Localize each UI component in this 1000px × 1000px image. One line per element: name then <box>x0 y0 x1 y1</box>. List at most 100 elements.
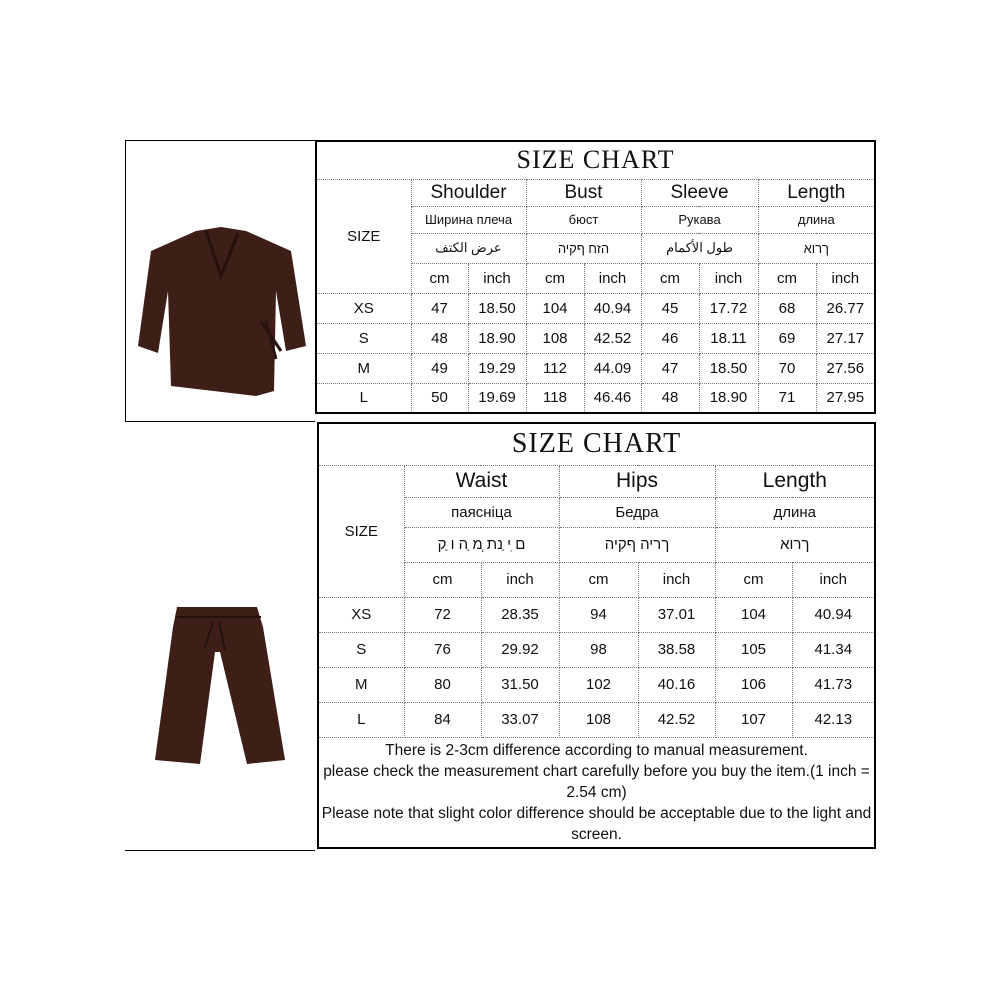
unit-header: cm <box>410 262 469 294</box>
value-cell: 18.90 <box>698 382 759 414</box>
col-header-en: Waist <box>403 464 560 498</box>
wide-leg-pants-illustration <box>155 607 285 764</box>
top-size-chart: SIZE CHART SIZE Shoulder Bust Sleeve Len… <box>315 140 877 414</box>
value-cell: 44.09 <box>583 352 642 384</box>
value-cell: 48 <box>410 322 469 354</box>
value-cell: 18.90 <box>467 322 527 354</box>
value-cell: 41.73 <box>791 666 876 703</box>
col-header-en: Sleeve <box>640 178 759 207</box>
value-cell: 40.94 <box>791 596 876 633</box>
size-header: SIZE <box>315 178 412 294</box>
value-cell: 102 <box>558 666 639 703</box>
value-cell: 46.46 <box>583 382 642 414</box>
note-line: There is 2-3cm difference according to m… <box>385 741 808 759</box>
col-header-ru: длина <box>714 496 876 528</box>
size-cell: XS <box>315 292 412 324</box>
size-cell: M <box>317 666 405 703</box>
value-cell: 29.92 <box>480 631 560 668</box>
value-cell: 33.07 <box>480 701 560 738</box>
unit-header: inch <box>467 262 527 294</box>
value-cell: 49 <box>410 352 469 384</box>
value-cell: 72 <box>403 596 482 633</box>
wrap-blouse-illustration <box>138 227 306 396</box>
col-header-en: Hips <box>558 464 716 498</box>
value-cell: 18.50 <box>698 352 759 384</box>
col-header-en: Length <box>757 178 876 207</box>
value-cell: 27.17 <box>815 322 876 354</box>
unit-header: cm <box>757 262 817 294</box>
value-cell: 80 <box>403 666 482 703</box>
value-cell: 104 <box>525 292 585 324</box>
value-cell: 28.35 <box>480 596 560 633</box>
value-cell: 108 <box>558 701 639 738</box>
unit-header: cm <box>525 262 585 294</box>
value-cell: 105 <box>714 631 793 668</box>
unit-header: cm <box>714 561 793 598</box>
unit-header: cm <box>403 561 482 598</box>
unit-header: cm <box>640 262 700 294</box>
col-header-alt: ם ִי ַנת ְמ ַה ו ַק <box>403 526 560 563</box>
value-cell: 71 <box>757 382 817 414</box>
bottom-size-chart: SIZE CHART SIZE Waist Hips Length паясні… <box>317 422 877 849</box>
value-cell: 38.58 <box>637 631 716 668</box>
unit-header: inch <box>815 262 876 294</box>
value-cell: 104 <box>714 596 793 633</box>
col-header-ru: бюст <box>525 205 642 234</box>
value-cell: 27.95 <box>815 382 876 414</box>
note-line: Please note that slight color difference… <box>321 804 872 843</box>
value-cell: 37.01 <box>637 596 716 633</box>
col-header-ru: Рукава <box>640 205 759 234</box>
size-cell: S <box>317 631 405 668</box>
col-header-ru: Бедра <box>558 496 716 528</box>
unit-header: inch <box>698 262 759 294</box>
col-header-alt: ךריה ףקיה <box>558 526 716 563</box>
size-cell: M <box>315 352 412 384</box>
size-cell: S <box>315 322 412 354</box>
col-header-ru: паясніца <box>403 496 560 528</box>
value-cell: 40.16 <box>637 666 716 703</box>
col-header-en: Length <box>714 464 876 498</box>
unit-header: inch <box>637 561 716 598</box>
value-cell: 107 <box>714 701 793 738</box>
value-cell: 40.94 <box>583 292 642 324</box>
value-cell: 47 <box>640 352 700 384</box>
col-header-en: Bust <box>525 178 642 207</box>
value-cell: 18.50 <box>467 292 527 324</box>
col-header-ru: Ширина плеча <box>410 205 527 234</box>
value-cell: 70 <box>757 352 817 384</box>
chart-title: SIZE CHART <box>316 141 876 180</box>
value-cell: 17.72 <box>698 292 759 324</box>
table-row: L 84 33.07 108 42.52 107 42.13 <box>317 701 876 738</box>
col-header-en: Shoulder <box>410 178 527 207</box>
value-cell: 27.56 <box>815 352 876 384</box>
size-cell: L <box>315 382 412 414</box>
value-cell: 19.69 <box>467 382 527 414</box>
table-row: XS 47 18.50 104 40.94 45 17.72 68 26.77 <box>315 292 876 324</box>
value-cell: 68 <box>757 292 817 324</box>
value-cell: 50 <box>410 382 469 414</box>
value-cell: 48 <box>640 382 700 414</box>
measurement-notes: There is 2-3cm difference according to m… <box>317 736 876 848</box>
col-header-alt: הזח ףקיה <box>525 232 642 264</box>
value-cell: 42.13 <box>791 701 876 738</box>
size-cell: L <box>317 701 405 738</box>
col-header-alt: ךרוא <box>757 232 876 264</box>
table-row: M 80 31.50 102 40.16 106 41.73 <box>317 666 876 703</box>
value-cell: 108 <box>525 322 585 354</box>
value-cell: 18.11 <box>698 322 759 354</box>
value-cell: 46 <box>640 322 700 354</box>
table-row: S 76 29.92 98 38.58 105 41.34 <box>317 631 876 668</box>
unit-header: inch <box>583 262 642 294</box>
unit-header: inch <box>791 561 876 598</box>
value-cell: 42.52 <box>637 701 716 738</box>
size-cell: XS <box>317 596 405 633</box>
table-row: S 48 18.90 108 42.52 46 18.11 69 27.17 <box>315 322 876 354</box>
value-cell: 94 <box>558 596 639 633</box>
col-header-ru: длина <box>757 205 876 234</box>
col-header-alt: ךרוא <box>714 526 876 563</box>
table-row: XS 72 28.35 94 37.01 104 40.94 <box>317 596 876 633</box>
bottom-product-image <box>125 422 315 851</box>
value-cell: 47 <box>410 292 469 324</box>
chart-title: SIZE CHART <box>318 423 876 466</box>
value-cell: 42.52 <box>583 322 642 354</box>
